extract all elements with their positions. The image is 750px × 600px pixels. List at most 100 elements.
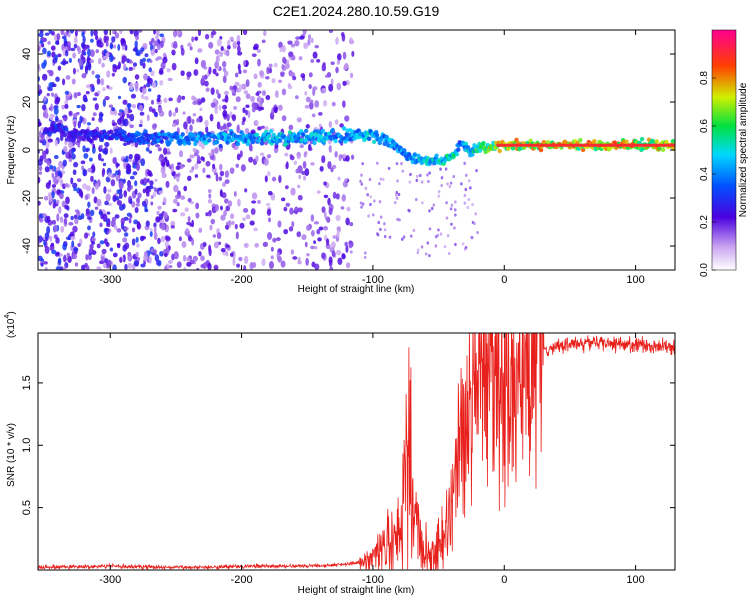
spectrogram-cell bbox=[271, 107, 275, 116]
spectrogram-cell bbox=[296, 117, 302, 123]
spectrogram-cell bbox=[449, 181, 453, 185]
spectrogram-cell bbox=[114, 32, 120, 39]
spectrogram-cell bbox=[46, 226, 51, 234]
spectrogram-cell bbox=[291, 221, 295, 228]
spectrogram-cell bbox=[133, 30, 139, 38]
ridge-cell bbox=[545, 139, 551, 145]
spectrogram-cell bbox=[78, 58, 84, 67]
spectrogram-cell bbox=[64, 104, 69, 109]
spectrogram-cell bbox=[371, 213, 375, 217]
spectrogram-cell bbox=[200, 97, 206, 103]
ridge-cell bbox=[654, 139, 659, 144]
spectrogram-cell bbox=[83, 232, 89, 239]
spectrogram-cell bbox=[225, 49, 230, 57]
colorbar-tick-label: 0.4 bbox=[699, 167, 710, 181]
spectrogram-cell bbox=[55, 76, 60, 82]
spectrogram-cell bbox=[257, 81, 262, 88]
spectrogram-cell bbox=[120, 217, 125, 225]
spectrogram-cell bbox=[342, 153, 347, 159]
spectrogram-cell bbox=[111, 30, 115, 34]
spectrogram-cell bbox=[297, 207, 303, 213]
spectrogram-cell bbox=[38, 176, 41, 184]
spectrogram-cell bbox=[463, 247, 467, 251]
spectrogram-cell bbox=[308, 72, 313, 78]
snr-multiplier-base: (x10 bbox=[6, 318, 17, 338]
spectrogram-cell bbox=[262, 241, 269, 248]
spectrogram-cell bbox=[49, 235, 53, 242]
spectrogram-cell bbox=[64, 183, 69, 188]
spectrogram-cell bbox=[72, 67, 76, 75]
spectrogram-cell bbox=[375, 161, 379, 165]
spectrogram-cell bbox=[176, 96, 182, 104]
spectrogram-cell bbox=[96, 243, 101, 249]
spectrogram-cell bbox=[241, 83, 247, 90]
spectrogram-cell bbox=[273, 106, 278, 114]
spectrogram-cell bbox=[142, 57, 146, 63]
spectrogram-cell bbox=[84, 65, 89, 71]
spectrogram-cell bbox=[168, 110, 172, 118]
spectrogram-cell bbox=[150, 70, 155, 77]
spectrogram-cell bbox=[109, 54, 114, 63]
spectrogram-cell bbox=[193, 152, 199, 157]
spectrogram-cell bbox=[349, 37, 354, 45]
spectrogram-cell bbox=[238, 84, 242, 92]
spectrogram-cell bbox=[141, 87, 147, 95]
spectrogram-cell bbox=[216, 121, 221, 130]
spectrogram-cell bbox=[218, 104, 222, 112]
spectrogram-cell bbox=[231, 114, 237, 122]
spectrogram-cell bbox=[69, 231, 75, 237]
spectrogram-cell bbox=[231, 89, 235, 95]
spectrogram-cell bbox=[292, 256, 298, 260]
spectrogram-cell bbox=[439, 167, 442, 171]
spectrogram-cell bbox=[409, 234, 413, 238]
spectrogram-cell bbox=[43, 95, 47, 102]
spectrogram-cell bbox=[136, 197, 141, 204]
spectrogram-cell bbox=[202, 241, 207, 247]
spectrogram-cell bbox=[91, 85, 95, 92]
spectrogram-cell bbox=[227, 200, 233, 207]
spectrogram-cell bbox=[129, 198, 133, 205]
spectrogram-cell bbox=[99, 113, 104, 117]
spectrogram-cell bbox=[285, 202, 291, 207]
spectrogram-cell bbox=[186, 71, 192, 78]
spectrogram-cell bbox=[281, 63, 285, 70]
colorbar-label: Normalized spectral amplitude bbox=[738, 82, 749, 217]
spectrogram-cell bbox=[131, 227, 136, 233]
spectrogram-cell bbox=[60, 225, 65, 233]
spectrogram-cell bbox=[38, 122, 42, 127]
spectrogram-cell bbox=[342, 51, 347, 60]
spectrogram-cell bbox=[89, 209, 95, 217]
spectrogram-cell bbox=[428, 227, 432, 231]
spectrogram-cell bbox=[187, 175, 192, 181]
spectrogram-cell bbox=[94, 183, 99, 190]
spectrogram-cell bbox=[446, 234, 450, 238]
spectrogram-cell bbox=[129, 175, 135, 180]
spectrogram-cell bbox=[245, 109, 249, 116]
spectrogram-cell bbox=[63, 217, 68, 225]
spectrogram-cell bbox=[160, 235, 166, 243]
spectrogram-cell bbox=[67, 31, 71, 38]
spectrogram-cell bbox=[85, 208, 90, 215]
spectrogram-cell bbox=[195, 202, 200, 210]
spectrogram-cell bbox=[400, 237, 404, 241]
spectrogram-cell bbox=[72, 169, 77, 176]
spectrogram-cell bbox=[395, 161, 399, 166]
spectrogram-cell bbox=[147, 77, 153, 85]
spectrogram-cell bbox=[127, 185, 131, 192]
spectrogram-cell bbox=[192, 147, 197, 153]
spectrogram-cell bbox=[140, 93, 145, 100]
spectrogram-cell bbox=[236, 125, 240, 134]
spectrogram-cell bbox=[157, 237, 161, 245]
spectrogram-cell bbox=[381, 177, 385, 181]
ridge-cell bbox=[333, 138, 338, 144]
ridge-cell bbox=[470, 152, 475, 157]
ridge-cell bbox=[169, 137, 174, 143]
spectrogram-cell bbox=[157, 106, 163, 113]
spectrogram-cell bbox=[172, 30, 178, 38]
spectrogram-cell bbox=[323, 194, 329, 199]
spectrogram-cell bbox=[71, 78, 76, 85]
spectrogram-cell bbox=[207, 199, 213, 204]
spectrogram-cell bbox=[314, 100, 320, 108]
spectrogram-cell bbox=[123, 190, 128, 198]
spectrogram-cell bbox=[308, 101, 314, 110]
